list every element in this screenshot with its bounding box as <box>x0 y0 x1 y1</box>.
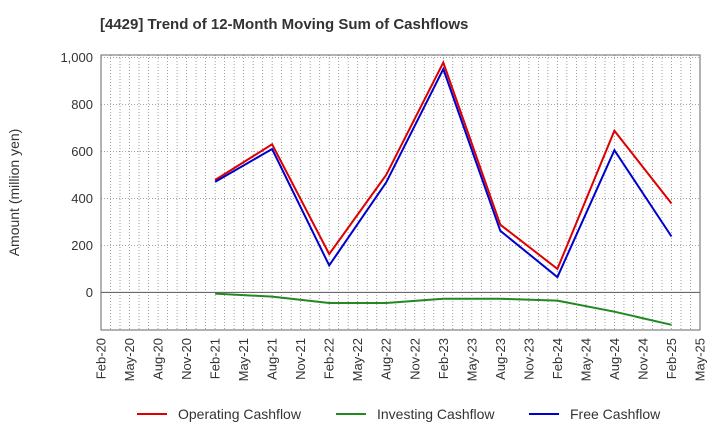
legend-label: Operating Cashflow <box>178 406 302 422</box>
legend-label: Free Cashflow <box>570 406 661 422</box>
x-tick-label: Feb-25 <box>664 338 679 379</box>
x-tick-label: Feb-22 <box>322 338 337 379</box>
x-tick-label: Nov-20 <box>179 338 194 380</box>
x-tick-label: May-23 <box>464 338 479 381</box>
series-line-free-cashflow <box>214 66 673 279</box>
x-tick-label: Feb-23 <box>436 338 451 379</box>
series-line-operating-cashflow <box>214 59 673 271</box>
chart-title: [4429] Trend of 12-Month Moving Sum of C… <box>100 16 469 33</box>
x-tick-label: Aug-20 <box>151 338 166 380</box>
x-tick-label: May-20 <box>122 338 137 381</box>
x-tick-label: Aug-24 <box>607 338 622 380</box>
plot-frame <box>100 54 701 331</box>
legend: Operating Cashflow Investing Cashflow Free… <box>137 406 661 422</box>
x-tick-labels: Feb-20 May-20 Aug-20 Nov-20 Feb-21 May-21 Aug-… <box>94 338 708 381</box>
x-tick-label: Feb-24 <box>550 338 565 379</box>
series-line-investing-cashflow <box>215 292 672 326</box>
y-tick-labels: 0 200 400 600 800 1,000 <box>60 50 93 300</box>
series-layer <box>214 59 673 326</box>
x-tick-label: Aug-22 <box>379 338 394 380</box>
x-tick-label: Nov-24 <box>635 338 650 380</box>
y-tick-label: 0 <box>86 285 93 300</box>
x-tick-label: Aug-21 <box>265 338 280 380</box>
y-axis-label: Amount (million yen) <box>6 129 22 257</box>
legend-label: Investing Cashflow <box>377 406 495 422</box>
x-tick-label: May-25 <box>693 338 708 381</box>
y-tick-label: 400 <box>71 191 93 206</box>
x-tick-label: May-22 <box>350 338 365 381</box>
y-tick-label: 800 <box>71 97 93 112</box>
x-tick-label: May-21 <box>236 338 251 381</box>
x-tick-label: Nov-21 <box>293 338 308 380</box>
y-tick-label: 600 <box>71 144 93 159</box>
plot-border <box>100 54 701 331</box>
x-tick-label: Feb-21 <box>208 338 223 379</box>
grid-layer <box>100 55 701 330</box>
y-tick-label: 1,000 <box>60 50 93 65</box>
x-tick-label: Nov-22 <box>407 338 422 380</box>
x-tick-label: Nov-23 <box>521 338 536 380</box>
x-tick-label: May-24 <box>578 338 593 381</box>
x-tick-label: Feb-20 <box>94 338 109 379</box>
x-tick-label: Aug-23 <box>493 338 508 380</box>
y-tick-label: 200 <box>71 238 93 253</box>
